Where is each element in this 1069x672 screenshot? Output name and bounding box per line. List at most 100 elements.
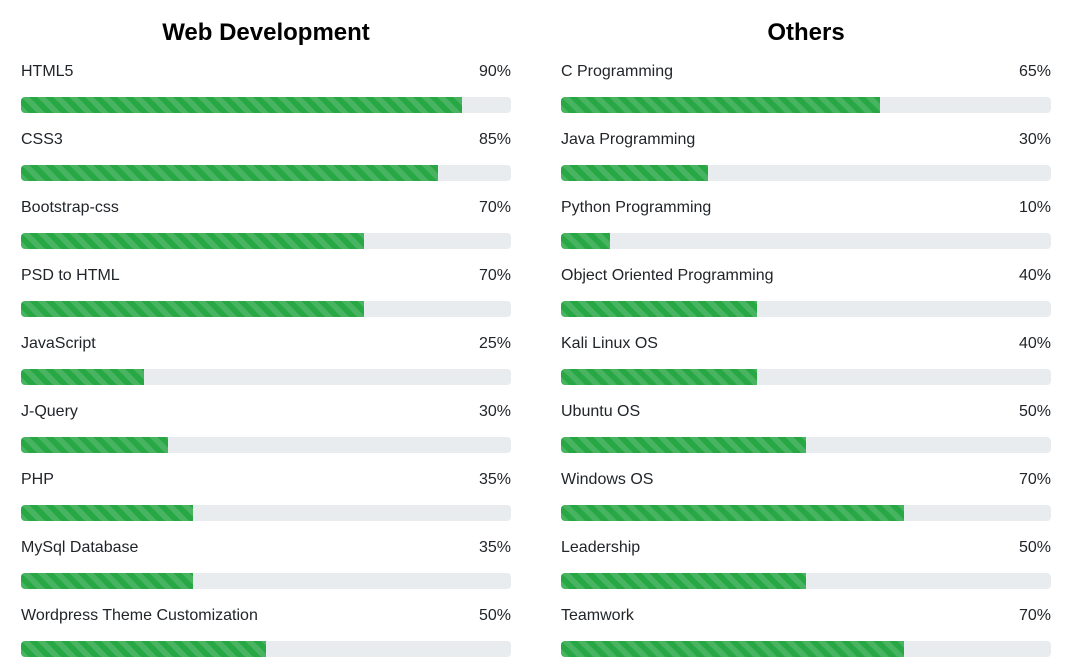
column-title: Others [767,19,845,46]
progress-bar [21,641,266,657]
skill-header: Ubuntu OS 50% [561,401,1051,423]
progress-bar [21,97,462,113]
progress-track [21,97,511,113]
skill-item: JavaScript 25% [21,272,511,385]
progress-bar [561,369,757,385]
skill-percent: 10% [1018,199,1051,216]
skill-percent: 70% [478,199,511,216]
progress-bar [561,437,806,453]
progress-bar [561,573,806,589]
progress-track [21,165,511,181]
progress-track [561,97,1051,113]
skill-header: C Programming 65% [561,61,1051,83]
skills-list: C Programming 65% Java Programming 30% Pytho… [561,0,1051,657]
skill-percent: 70% [478,267,511,284]
skill-item: Ubuntu OS 50% [561,340,1051,453]
skill-header: PHP 35% [21,469,511,491]
skill-percent: 25% [478,335,511,352]
skill-percent: 85% [478,131,511,148]
skill-header: MySql Database 35% [21,537,511,559]
progress-track [561,369,1051,385]
progress-track [561,505,1051,521]
progress-track [21,505,511,521]
skill-percent: 50% [1018,403,1051,420]
progress-bar [21,301,364,317]
skill-percent: 90% [478,63,511,80]
skill-name: HTML5 [21,63,74,80]
skill-name: J-Query [21,403,78,420]
skill-header: HTML5 90% [21,61,511,83]
skill-name: JavaScript [21,335,96,352]
skill-percent: 35% [478,471,511,488]
progress-bar [561,505,904,521]
skill-item: MySql Database 35% [21,476,511,589]
skill-name: Object Oriented Programming [561,267,774,284]
skill-header: Python Programming 10% [561,197,1051,219]
skill-percent: 40% [1018,335,1051,352]
skill-header: Kali Linux OS 40% [561,333,1051,355]
skill-percent: 30% [478,403,511,420]
progress-track [561,573,1051,589]
skill-header: Bootstrap-css 70% [21,197,511,219]
skill-name: PHP [21,471,54,488]
skill-item: Leadership 50% [561,476,1051,589]
progress-track [21,233,511,249]
skills-list: HTML5 90% CSS3 85% Bootstrap-css 70% PSD to HT… [21,0,511,657]
skill-item: Java Programming 30% [561,68,1051,181]
progress-bar [21,233,364,249]
progress-track [21,573,511,589]
skill-name: CSS3 [21,131,63,148]
skill-header: Leadership 50% [561,537,1051,559]
skill-item: Object Oriented Programming 40% [561,204,1051,317]
progress-track [561,233,1051,249]
progress-bar [21,437,168,453]
skill-item: J-Query 30% [21,340,511,453]
progress-bar [561,165,708,181]
skill-name: Teamwork [561,607,634,624]
skill-item: PHP 35% [21,408,511,521]
skill-percent: 50% [478,607,511,624]
column-title: Web Development [162,19,370,46]
progress-bar [561,233,610,249]
skill-name: Ubuntu OS [561,403,641,420]
skill-name: Java Programming [561,131,696,148]
skill-item: C Programming 65% [561,0,1051,113]
skill-name: Wordpress Theme Customization [21,607,258,624]
skill-percent: 70% [1018,471,1051,488]
skill-name: Bootstrap-css [21,199,119,216]
progress-bar [21,369,144,385]
progress-bar [21,165,438,181]
skill-item: PSD to HTML 70% [21,204,511,317]
progress-track [21,641,511,657]
skill-name: Leadership [561,539,641,556]
skill-header: Windows OS 70% [561,469,1051,491]
skill-name: PSD to HTML [21,267,120,284]
skill-name: Python Programming [561,199,712,216]
skill-item: HTML5 90% [21,0,511,113]
skill-item: Teamwork 70% [561,544,1051,657]
skill-header: Wordpress Theme Customization 50% [21,605,511,627]
skill-item: CSS3 85% [21,68,511,181]
skill-header: Teamwork 70% [561,605,1051,627]
progress-bar [561,301,757,317]
skill-name: Kali Linux OS [561,335,658,352]
skill-percent: 50% [1018,539,1051,556]
progress-bar [561,97,880,113]
skill-header: CSS3 85% [21,129,511,151]
progress-bar [21,573,193,589]
progress-track [561,165,1051,181]
skill-header: J-Query 30% [21,401,511,423]
skill-item: Wordpress Theme Customization 50% [21,544,511,657]
skill-header: JavaScript 25% [21,333,511,355]
skill-percent: 35% [478,539,511,556]
skill-header: Object Oriented Programming 40% [561,265,1051,287]
progress-track [561,641,1051,657]
skill-percent: 70% [1018,607,1051,624]
skill-percent: 65% [1018,63,1051,80]
skill-header: Java Programming 30% [561,129,1051,151]
skill-item: Windows OS 70% [561,408,1051,521]
progress-track [21,301,511,317]
progress-track [561,437,1051,453]
skill-item: Kali Linux OS 40% [561,272,1051,385]
progress-bar [561,641,904,657]
